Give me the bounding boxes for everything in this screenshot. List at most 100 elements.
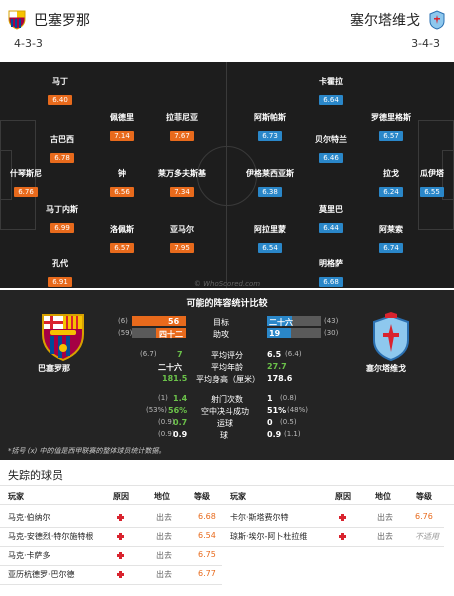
missing-player-name[interactable]: 马克·卡萨多 bbox=[8, 551, 51, 560]
player-rating: 7.95 bbox=[170, 243, 194, 253]
home-player[interactable]: 莱万多夫斯基 7.34 bbox=[152, 168, 212, 198]
player-name: 亚马尔 bbox=[170, 225, 194, 234]
home-player[interactable]: 什琴斯尼 6.76 bbox=[0, 168, 56, 198]
away-player[interactable]: 伊格莱西亚斯 6.38 bbox=[240, 168, 300, 198]
avg-height-label: 平均身高（厘米） bbox=[196, 375, 260, 384]
aerial-label: 空中决斗成功 bbox=[201, 407, 249, 416]
whoscored-watermark: © WhoScored.com bbox=[193, 280, 261, 288]
player-rating: 7.14 bbox=[110, 131, 134, 141]
left-header-player[interactable]: 玩家 bbox=[8, 492, 24, 501]
dribbles-home-value: 0.7 bbox=[173, 418, 188, 427]
row-divider bbox=[222, 527, 444, 528]
missing-player-rating: 6.54 bbox=[198, 531, 216, 540]
right-header-rating[interactable]: 等级 bbox=[416, 492, 432, 501]
home-player[interactable]: 马丁 6.40 bbox=[30, 76, 90, 106]
player-name: 明格萨 bbox=[319, 259, 343, 268]
away-player[interactable]: 拉戈 6.24 bbox=[361, 168, 421, 198]
dribbles-label: 运球 bbox=[217, 419, 233, 428]
right-header-status[interactable]: 地位 bbox=[375, 492, 391, 501]
away-player[interactable]: 莫里巴 6.44 bbox=[301, 204, 361, 234]
match-header: 巴塞罗那 塞尔塔维戈 4-3-3 3-4-3 bbox=[0, 0, 454, 60]
player-rating: 6.91 bbox=[48, 277, 72, 287]
right-header-reason[interactable]: 原因 bbox=[335, 492, 351, 501]
celta-crest-icon bbox=[429, 10, 445, 30]
player-name: 莱万多夫斯基 bbox=[158, 169, 206, 178]
aerial-away-rank: (48%) bbox=[287, 406, 309, 414]
home-player[interactable]: 孔代 6.91 bbox=[30, 258, 90, 288]
player-name: 拉戈 bbox=[383, 169, 399, 178]
missing-player-name[interactable]: 琼斯·埃尔-阿卜杜拉维 bbox=[230, 532, 308, 541]
home-team[interactable]: 巴塞罗那 bbox=[8, 10, 90, 30]
assists-away-bar bbox=[267, 328, 291, 338]
player-name: 阿斯帕斯 bbox=[254, 113, 286, 122]
ball-away-rank: (1.1) bbox=[284, 430, 301, 438]
away-player[interactable]: 罗德里格斯 6.57 bbox=[361, 112, 421, 142]
goals-away-bar bbox=[267, 316, 292, 326]
player-rating: 6.56 bbox=[110, 187, 134, 197]
divider bbox=[0, 485, 454, 486]
player-rating: 6.64 bbox=[319, 95, 343, 105]
player-name: 钟 bbox=[118, 169, 126, 178]
missing-player-status: 出去 bbox=[156, 532, 172, 541]
away-player[interactable]: 阿莱索 6.74 bbox=[361, 224, 421, 254]
home-player[interactable]: 古巴西 6.78 bbox=[32, 134, 92, 164]
away-player[interactable]: 贝尔特兰 6.46 bbox=[301, 134, 361, 164]
missing-player-rating: 6.68 bbox=[198, 512, 216, 521]
missing-player-rating: 6.77 bbox=[198, 569, 216, 578]
away-player[interactable]: 明格萨 6.68 bbox=[301, 258, 361, 288]
home-team-caption: 巴塞罗那 bbox=[38, 364, 70, 373]
home-player[interactable]: 钟 6.56 bbox=[92, 168, 152, 198]
shots-away-rank: (0.8) bbox=[280, 394, 297, 402]
home-player[interactable]: 拉菲尼亚 7.67 bbox=[152, 112, 212, 142]
away-team[interactable]: 塞尔塔维戈 bbox=[350, 10, 446, 30]
player-rating: 6.38 bbox=[258, 187, 282, 197]
goals-away-rank: (43) bbox=[324, 317, 339, 325]
missing-player-name[interactable]: 马克-安德烈·特尔施特根 bbox=[8, 532, 94, 541]
missing-player-name[interactable]: 卡尔·斯塔费尔特 bbox=[230, 513, 289, 522]
home-player[interactable]: 洛佩斯 6.57 bbox=[92, 224, 152, 254]
missing-player-status: 出去 bbox=[377, 532, 393, 541]
home-player[interactable]: 马丁内斯 6.99 bbox=[32, 204, 92, 234]
away-player[interactable]: 阿斯帕斯 6.73 bbox=[240, 112, 300, 142]
player-name: 拉菲尼亚 bbox=[166, 113, 198, 122]
away-player[interactable]: 阿拉里蒙 6.54 bbox=[240, 224, 300, 254]
avg-rating-away-value: 6.5 bbox=[267, 350, 282, 359]
player-rating: 7.67 bbox=[170, 131, 194, 141]
barcelona-large-crest-icon bbox=[42, 314, 84, 362]
home-player[interactable]: 佩德里 7.14 bbox=[92, 112, 152, 142]
away-player[interactable]: 卡霍拉 6.64 bbox=[301, 76, 361, 106]
player-name: 孔代 bbox=[52, 259, 68, 268]
injury-cross-icon bbox=[117, 571, 124, 578]
missing-player-name[interactable]: 马克·伯纳尔 bbox=[8, 513, 51, 522]
dribbles-away-rank: (0.5) bbox=[280, 418, 297, 426]
shots-home-value: 1.4 bbox=[173, 394, 188, 403]
player-rating: 6.57 bbox=[110, 243, 134, 253]
home-team-name: 巴塞罗那 bbox=[34, 13, 90, 29]
player-name: 贝尔特兰 bbox=[315, 135, 347, 144]
goals-home-bar bbox=[132, 316, 186, 326]
player-rating: 6.99 bbox=[50, 223, 74, 233]
missing-player-name[interactable]: 亚历杭德罗·巴尔德 bbox=[8, 570, 75, 579]
dribbles-away-value: 0 bbox=[267, 418, 273, 427]
home-player[interactable]: 亚马尔 7.95 bbox=[152, 224, 212, 254]
avg-rating-label: 平均评分 bbox=[211, 351, 243, 360]
away-player[interactable]: 瓜伊塔 6.55 bbox=[402, 168, 454, 198]
left-header-rating[interactable]: 等级 bbox=[194, 492, 210, 501]
missing-players-title: 失踪的球员 bbox=[8, 469, 63, 482]
player-name: 古巴西 bbox=[50, 135, 74, 144]
row-divider bbox=[222, 546, 444, 547]
player-rating: 6.40 bbox=[48, 95, 72, 105]
player-rating: 6.73 bbox=[258, 131, 282, 141]
ball-away-value: 0.9 bbox=[267, 430, 282, 439]
celta-large-crest-icon bbox=[373, 312, 409, 362]
left-header-reason[interactable]: 原因 bbox=[113, 492, 129, 501]
assists-away-rank: (30) bbox=[324, 329, 339, 337]
missing-player-status: 出去 bbox=[156, 570, 172, 579]
left-header-status[interactable]: 地位 bbox=[154, 492, 170, 501]
missing-player-status: 出去 bbox=[377, 513, 393, 522]
avg-rating-home-rank: (6.7) bbox=[140, 350, 157, 358]
player-rating: 6.46 bbox=[319, 153, 343, 163]
shots-away-value: 1 bbox=[267, 394, 273, 403]
avg-rating-home-value: 7 bbox=[177, 350, 183, 359]
right-header-player[interactable]: 玩家 bbox=[230, 492, 246, 501]
